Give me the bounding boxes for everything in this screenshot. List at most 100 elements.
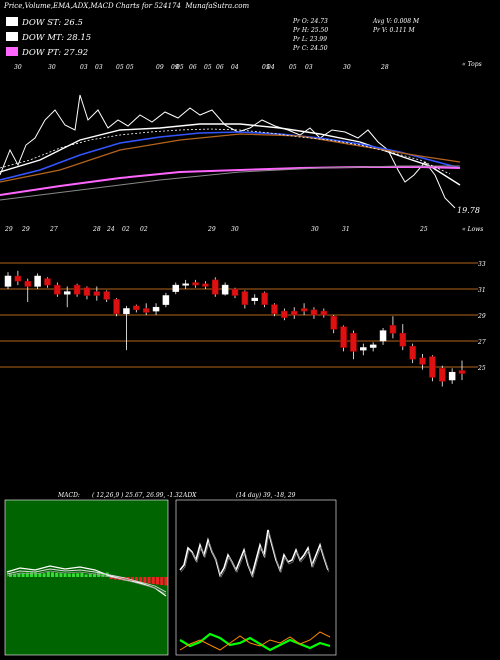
adx-minus-di-line bbox=[179, 632, 331, 652]
candle-body bbox=[202, 283, 209, 287]
adx-title: ADX bbox=[183, 492, 197, 499]
macd-histogram-bar bbox=[63, 573, 67, 577]
top-date-label: 05 bbox=[126, 64, 134, 71]
macd-signal-line bbox=[6, 568, 167, 593]
ohlc-low: Pr L: 23.99 bbox=[293, 36, 327, 43]
macd-histogram-bar bbox=[135, 577, 138, 582]
candle-body bbox=[409, 345, 416, 360]
macd-params: ( 12,26,9 ) 25.67, 26.99, -1.32 bbox=[92, 492, 183, 499]
candle-body bbox=[212, 279, 219, 295]
adx-params: (14 day) 39, -18, 29 bbox=[236, 492, 296, 499]
mid-date-label: 25 bbox=[419, 226, 428, 233]
price-axis-ticks: 33 31 29 27 25 bbox=[477, 261, 486, 372]
ema-lines bbox=[0, 94, 461, 209]
macd-histogram-bar bbox=[122, 577, 126, 581]
candle-body bbox=[133, 305, 140, 311]
mid-date-label: 30 bbox=[311, 226, 319, 233]
price-tick-label: 29 bbox=[477, 313, 486, 320]
price-tick-label: 31 bbox=[478, 287, 486, 294]
chart-title: Price,Volume,EMA,ADX,MACD Charts for 524… bbox=[4, 2, 250, 10]
candle-body bbox=[93, 291, 101, 296]
top-date-label: 05 bbox=[262, 64, 270, 71]
macd-histogram-bar bbox=[72, 573, 75, 577]
top-date-label: 05 bbox=[116, 64, 124, 71]
candle-body bbox=[448, 371, 456, 381]
candle-body bbox=[142, 308, 150, 313]
price-tick-label: 25 bbox=[477, 365, 486, 372]
macd-histogram-bar bbox=[55, 572, 59, 577]
candle-body bbox=[389, 325, 397, 334]
adx-shadow-line bbox=[180, 531, 330, 579]
top-date-label: 30 bbox=[343, 64, 351, 71]
legend-swatch bbox=[6, 17, 18, 26]
macd-histogram-bar bbox=[51, 572, 54, 577]
adx-lines bbox=[179, 529, 331, 652]
candle-body bbox=[241, 291, 249, 305]
candle-body bbox=[360, 347, 367, 351]
macd-histogram-bar bbox=[147, 577, 151, 584]
macd-histogram-bar bbox=[130, 577, 134, 582]
macd-histogram-bar bbox=[76, 573, 80, 577]
macd-histogram-bar bbox=[80, 572, 84, 577]
candle-body bbox=[261, 292, 268, 305]
top-date-label: 03 bbox=[305, 64, 313, 71]
lows-tag: « Lows bbox=[462, 226, 483, 233]
macd-histogram-bar bbox=[109, 577, 113, 579]
mid-date-label: 29 bbox=[207, 226, 216, 233]
top-date-label: 30 bbox=[48, 64, 56, 71]
macd-histogram-bar bbox=[21, 572, 25, 577]
macd-line bbox=[6, 565, 167, 597]
top-date-label: 09 bbox=[171, 64, 179, 71]
candle-body bbox=[14, 275, 22, 282]
candle-body bbox=[439, 368, 446, 382]
ema-pink-line bbox=[0, 166, 461, 196]
legend-dow-pt: DOW PT: 27.92 bbox=[6, 47, 88, 58]
top-date-label: 28 bbox=[380, 64, 389, 71]
macd-histogram-bar bbox=[143, 577, 147, 583]
candle-body bbox=[44, 278, 51, 286]
candle-body bbox=[458, 370, 466, 374]
mid-date-label: 02 bbox=[122, 226, 130, 233]
ema-gray-line bbox=[0, 165, 460, 201]
candle-body bbox=[310, 309, 318, 316]
macd-title: MACD: bbox=[58, 492, 80, 499]
candle-body bbox=[83, 287, 91, 296]
macd-histogram-bar bbox=[34, 572, 38, 577]
avg-volume: Avg V: 0.008 M bbox=[373, 18, 420, 25]
top-date-label: 05 bbox=[289, 64, 297, 71]
macd-extra-line bbox=[6, 570, 167, 595]
mid-date-label: 24 bbox=[106, 226, 115, 233]
top-date-label: 05 bbox=[176, 64, 184, 71]
ohlc-high: Pr H: 25.50 bbox=[293, 27, 329, 34]
adx-box bbox=[175, 499, 337, 656]
ema-orange-line bbox=[0, 133, 461, 183]
top-date-label: 04 bbox=[267, 64, 275, 71]
candles bbox=[4, 270, 466, 387]
candle-body bbox=[54, 284, 61, 295]
candle-body bbox=[221, 284, 229, 295]
macd-histogram-bar bbox=[59, 573, 63, 577]
macd-histogram-bar bbox=[38, 572, 42, 577]
mid-date-label: 31 bbox=[342, 226, 350, 233]
adx-line bbox=[179, 529, 329, 578]
ohlc-close: Pr C: 24.50 bbox=[293, 45, 328, 52]
macd-histogram-bar bbox=[67, 573, 71, 577]
candle-body bbox=[419, 357, 426, 365]
mid-date-label: 30 bbox=[231, 226, 239, 233]
legend-swatch bbox=[6, 32, 18, 41]
macd-histogram-bar bbox=[156, 577, 159, 585]
macd-lines bbox=[6, 565, 168, 597]
candle-body bbox=[369, 344, 377, 348]
price-gridlines bbox=[0, 262, 478, 368]
macd-histogram-bar bbox=[30, 572, 33, 577]
candle-body bbox=[73, 284, 81, 295]
candle-body bbox=[399, 332, 407, 347]
candle-body bbox=[290, 310, 298, 316]
candle-body bbox=[350, 332, 357, 352]
candle-body bbox=[281, 310, 288, 318]
candle-body bbox=[34, 275, 41, 287]
